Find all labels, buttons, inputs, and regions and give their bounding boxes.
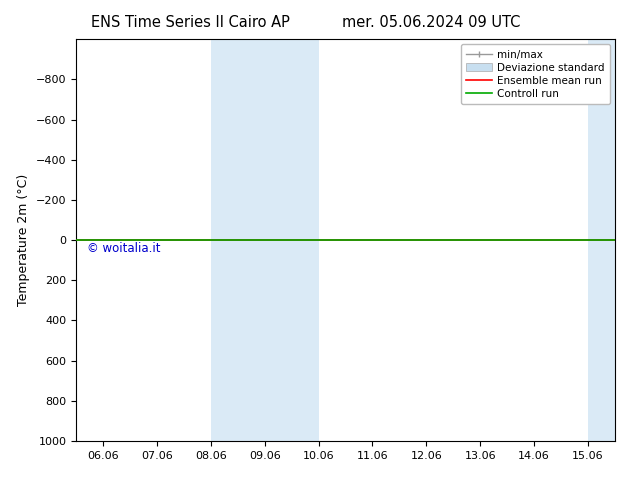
Legend: min/max, Deviazione standard, Ensemble mean run, Controll run: min/max, Deviazione standard, Ensemble m…	[461, 45, 610, 104]
Text: mer. 05.06.2024 09 UTC: mer. 05.06.2024 09 UTC	[342, 15, 521, 30]
Bar	[210, 39, 319, 441]
Bar	[588, 39, 634, 441]
Text: ENS Time Series Il Cairo AP: ENS Time Series Il Cairo AP	[91, 15, 290, 30]
Text: © woitalia.it: © woitalia.it	[87, 242, 160, 255]
Y-axis label: Temperature 2m (°C): Temperature 2m (°C)	[17, 174, 30, 306]
